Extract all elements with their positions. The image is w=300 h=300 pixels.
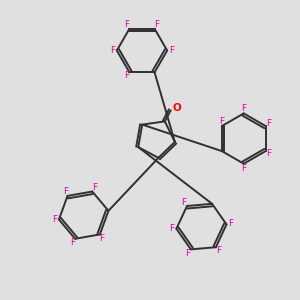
- Text: F: F: [92, 183, 97, 192]
- Text: F: F: [124, 20, 130, 29]
- Text: F: F: [216, 246, 221, 255]
- Text: F: F: [266, 149, 272, 158]
- Text: F: F: [169, 46, 174, 55]
- Text: O: O: [172, 103, 181, 113]
- Text: F: F: [124, 71, 130, 80]
- Text: F: F: [267, 119, 272, 128]
- Text: F: F: [185, 248, 190, 257]
- Text: F: F: [182, 198, 187, 207]
- Text: F: F: [241, 164, 246, 172]
- Text: F: F: [100, 234, 105, 243]
- Text: F: F: [169, 224, 174, 233]
- Text: F: F: [219, 117, 224, 126]
- Text: F: F: [52, 215, 57, 224]
- Text: F: F: [63, 187, 68, 196]
- Text: F: F: [110, 46, 115, 55]
- Text: F: F: [154, 20, 159, 29]
- Text: F: F: [70, 238, 75, 247]
- Text: F: F: [241, 104, 246, 113]
- Text: F: F: [228, 219, 233, 228]
